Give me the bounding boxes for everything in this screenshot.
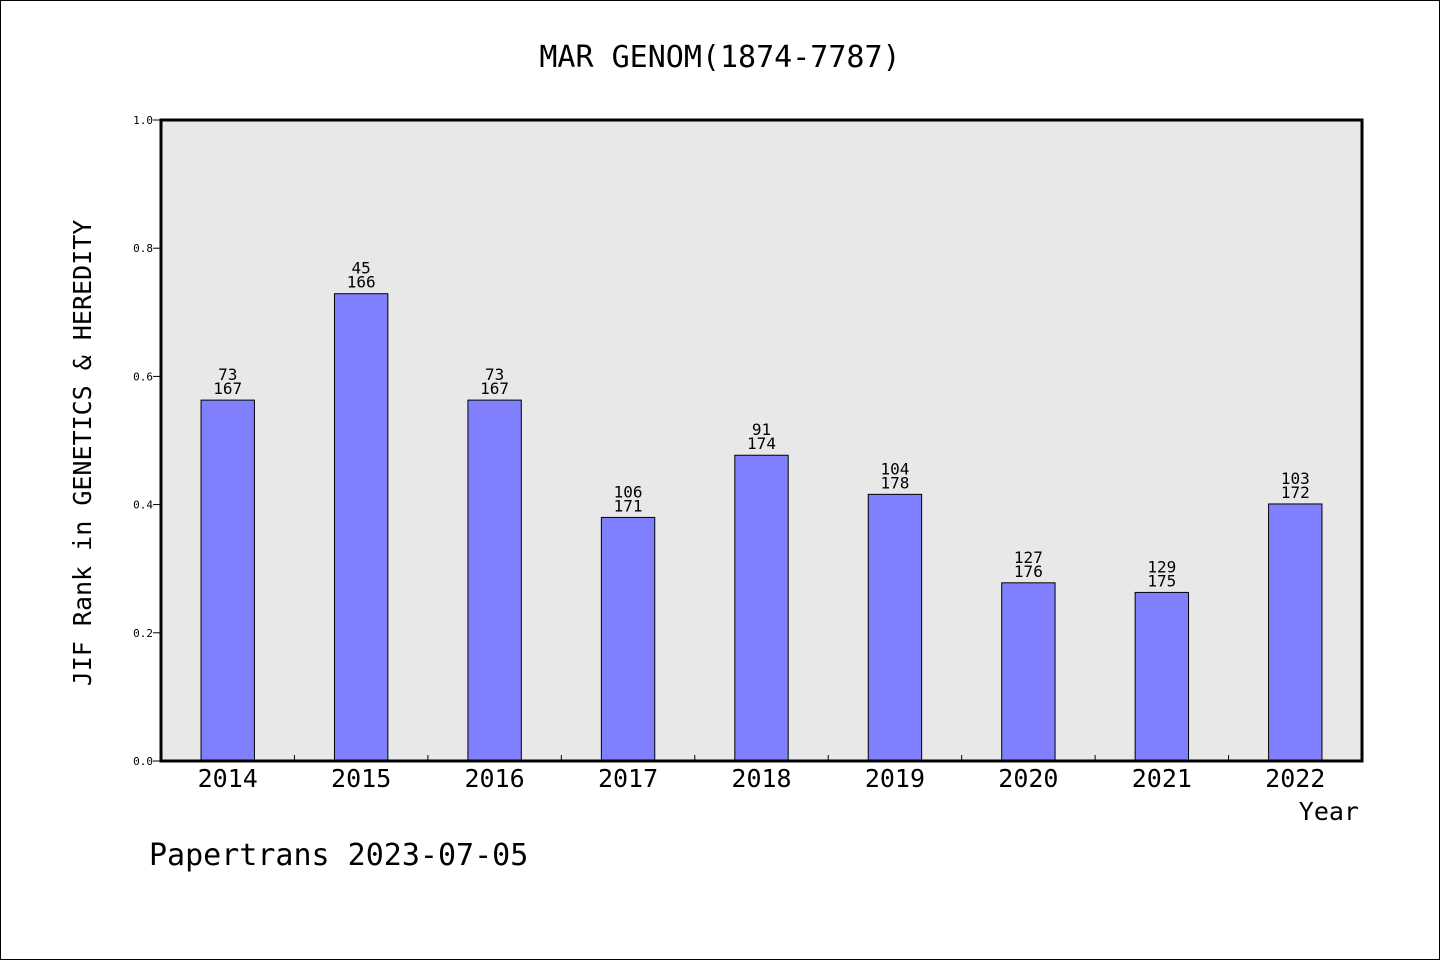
- total-label: 166: [347, 273, 376, 292]
- x-tick-label: 2016: [465, 764, 525, 793]
- total-label: 175: [1147, 571, 1176, 590]
- x-axis: 2014 2015 2016 2017 2018 2019 2020 2021 2022: [198, 755, 1325, 793]
- x-tick-label: 2020: [998, 764, 1058, 793]
- rank-label: 73: [218, 365, 237, 384]
- y-tick-label: 0.2: [133, 627, 153, 640]
- bar-series: [200, 293, 1323, 762]
- rank-label: 106: [614, 482, 643, 501]
- rank-label: 127: [1014, 548, 1043, 567]
- bar-2014: [200, 399, 255, 762]
- bar-2018: [734, 454, 789, 762]
- x-tick-label: 2021: [1132, 764, 1192, 793]
- x-tick-label: 2022: [1265, 764, 1325, 793]
- bar-2022: [1268, 503, 1323, 762]
- y-tick-label: 1.0: [133, 114, 153, 127]
- x-tick-label: 2019: [865, 764, 925, 793]
- bar-2019: [867, 493, 923, 762]
- chart-title: MAR GENOM(1874-7787): [539, 40, 900, 75]
- total-label: 178: [880, 473, 909, 492]
- total-label: 174: [747, 434, 776, 453]
- y-axis: 0.0 0.2 0.4 0.6 0.8 1.0: [133, 114, 161, 768]
- x-tick-label: 2015: [331, 764, 391, 793]
- rank-label: 73: [485, 365, 504, 384]
- y-tick-label: 0.4: [133, 499, 153, 512]
- total-label: 167: [480, 379, 509, 398]
- bar-2021: [1134, 591, 1190, 762]
- y-tick-label: 0.0: [133, 755, 153, 768]
- y-tick-label: 0.6: [133, 370, 153, 383]
- plot-border: [159, 118, 1364, 763]
- total-label: 176: [1014, 562, 1043, 581]
- y-axis-label: JIF Rank in GENETICS & HEREDITY: [68, 220, 97, 687]
- y-tick-label: 0.8: [133, 242, 153, 255]
- bar-2015: [333, 293, 389, 762]
- bar-2016: [467, 399, 522, 762]
- rank-label: 91: [752, 420, 771, 439]
- rank-label: 45: [352, 259, 371, 278]
- total-label: 167: [213, 379, 242, 398]
- x-tick-label: 2014: [198, 764, 258, 793]
- bar-2020: [1001, 582, 1056, 762]
- rank-label: 103: [1281, 469, 1310, 488]
- total-label: 171: [614, 496, 643, 515]
- footer-credit: Papertrans 2023-07-05: [149, 838, 528, 873]
- total-label: 172: [1281, 483, 1310, 502]
- x-axis-label: Year: [1299, 797, 1359, 826]
- rank-label: 104: [880, 459, 909, 478]
- x-tick-label: 2017: [598, 764, 658, 793]
- bar-2017: [600, 516, 656, 762]
- x-tick-label: 2018: [731, 764, 791, 793]
- rank-label: 129: [1147, 557, 1176, 576]
